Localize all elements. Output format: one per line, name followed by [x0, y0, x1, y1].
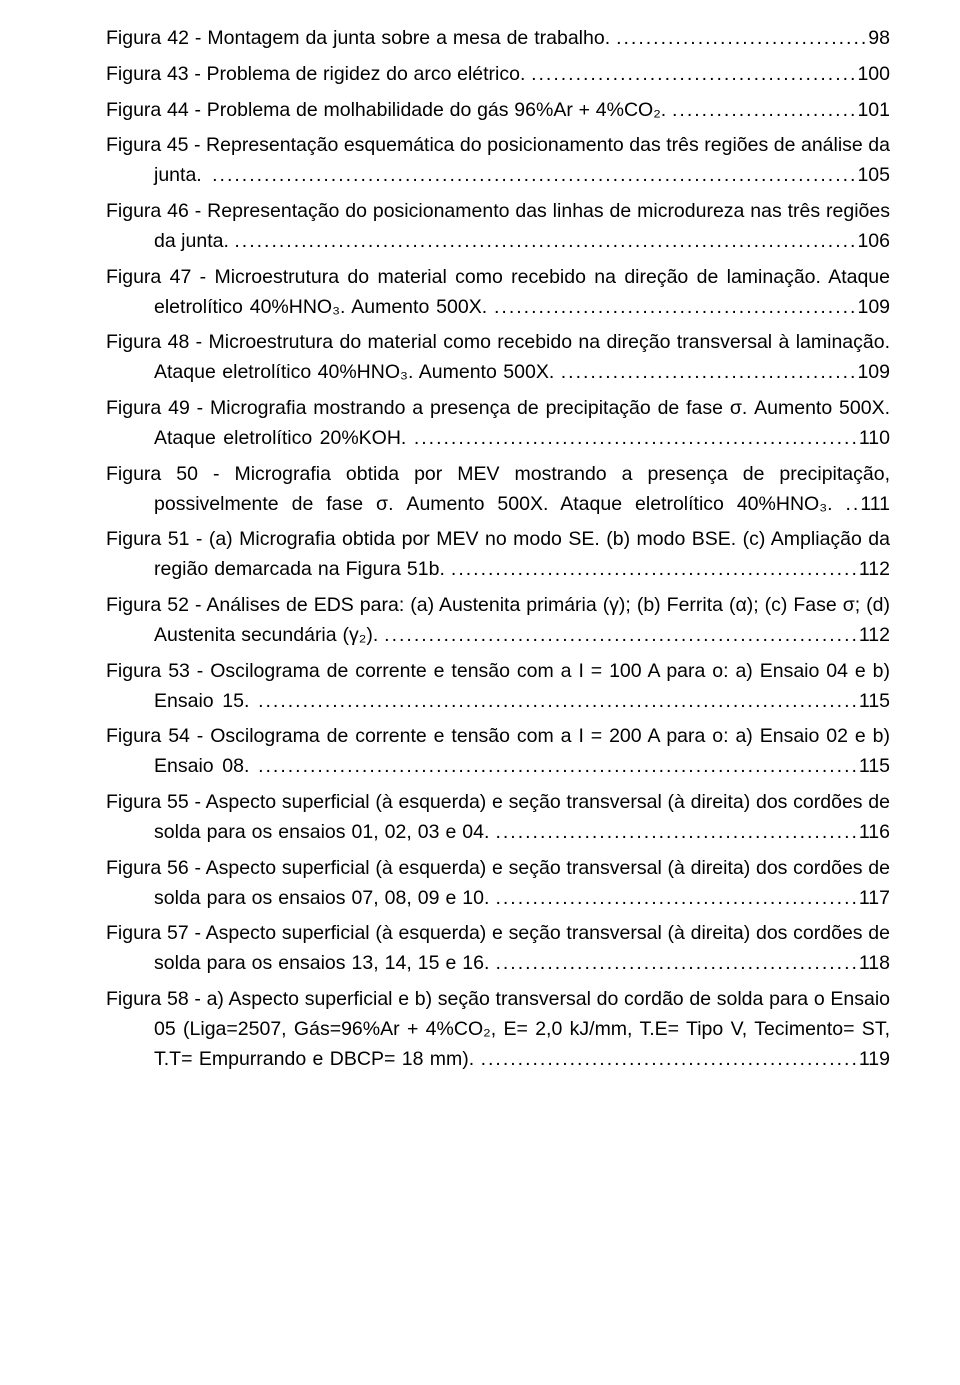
figure-entry: Figura 52 - Análises de EDS para: (a) Au… [106, 591, 890, 651]
leader-dots: ........................................… [258, 690, 859, 712]
figure-entry: Figura 45 - Representação esquemática do… [106, 131, 890, 191]
figure-entry: Figura 54 - Oscilograma de corrente e te… [106, 722, 890, 782]
leader-dots: ........................................… [212, 164, 857, 186]
leader-dots: ........................................… [481, 1048, 859, 1070]
figure-page: 111 [860, 493, 890, 515]
figure-entry: Figura 46 - Representação do posicioname… [106, 197, 890, 257]
figure-list: Figura 42 - Montagem da junta sobre a me… [106, 24, 890, 1075]
figure-entry: Figura 57 - Aspecto superficial (à esque… [106, 919, 890, 979]
figure-entry: Figura 55 - Aspecto superficial (à esque… [106, 788, 890, 848]
figure-entry: Figura 49 - Micrografia mostrando a pres… [106, 394, 890, 454]
leader-dots: ........................................… [495, 887, 858, 909]
figure-entry: Figura 48 - Microestrutura do material c… [106, 328, 890, 388]
figure-label: Figura 43 - Problema de rigidez do arco … [106, 63, 525, 85]
figure-page: 116 [859, 821, 890, 843]
leader-dots: ........................................… [414, 427, 859, 449]
figure-entry: Figura 51 - (a) Micrografia obtida por M… [106, 525, 890, 585]
figure-page: 115 [859, 690, 890, 712]
figure-page: 109 [857, 361, 890, 383]
figure-entry: Figura 56 - Aspecto superficial (à esque… [106, 854, 890, 914]
leader-dots: ........................................… [234, 230, 857, 252]
figure-page: 117 [859, 887, 890, 909]
leader-dots: ........................................… [258, 755, 859, 777]
leader-dots: .. [846, 493, 861, 515]
figure-page: 112 [859, 558, 890, 580]
figure-page: 106 [857, 230, 890, 252]
figure-entry: Figura 44 - Problema de molhabilidade do… [106, 96, 890, 126]
leader-dots: .................................. [616, 27, 868, 49]
leader-dots: ........................................ [561, 361, 858, 383]
figure-page: 119 [859, 1048, 890, 1070]
leader-dots: ......................... [672, 99, 857, 121]
figure-page: 115 [859, 755, 890, 777]
leader-dots: ........................................… [531, 63, 857, 85]
figure-entry: Figura 42 - Montagem da junta sobre a me… [106, 24, 890, 54]
leader-dots: ........................................… [451, 558, 859, 580]
leader-dots: ........................................… [494, 296, 857, 318]
leader-dots: ........................................… [495, 952, 858, 974]
figure-page: 118 [859, 952, 890, 974]
figure-label: Figura 44 - Problema de molhabilidade do… [106, 99, 666, 121]
figure-page: 112 [859, 624, 890, 646]
leader-dots: ........................................… [495, 821, 858, 843]
figure-entry: Figura 50 - Micrografia obtida por MEV m… [106, 460, 890, 520]
leader-dots: ........................................… [384, 624, 859, 646]
figure-label: Figura 50 - Micrografia obtida por MEV m… [106, 463, 890, 515]
figure-page: 98 [868, 27, 890, 49]
figure-page: 100 [857, 63, 890, 85]
figure-entry: Figura 53 - Oscilograma de corrente e te… [106, 657, 890, 717]
figure-page: 109 [857, 296, 890, 318]
figure-entry: Figura 47 - Microestrutura do material c… [106, 263, 890, 323]
figure-entry: Figura 43 - Problema de rigidez do arco … [106, 60, 890, 90]
figure-page: 110 [859, 427, 890, 449]
figure-label: Figura 42 - Montagem da junta sobre a me… [106, 27, 610, 49]
figure-entry: Figura 58 - a) Aspecto superficial e b) … [106, 985, 890, 1074]
figure-page: 101 [857, 99, 890, 121]
figure-page: 105 [857, 164, 890, 186]
